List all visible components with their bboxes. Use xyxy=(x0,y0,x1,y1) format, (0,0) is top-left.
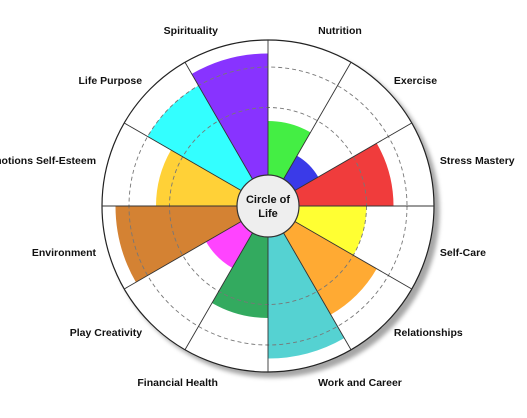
segment-relationships xyxy=(283,221,377,315)
label-spirituality: Spirituality xyxy=(164,25,218,37)
label-relationships: Relationships xyxy=(394,327,463,339)
segments-layer xyxy=(115,53,394,359)
label-self-care: Self-Care xyxy=(440,247,486,259)
label-exercise: Exercise xyxy=(394,75,437,87)
segment-play-creativity xyxy=(206,221,253,268)
center-title-line-1: Circle of xyxy=(246,194,290,206)
segment-financial-health xyxy=(212,232,268,318)
segment-stress-mastery xyxy=(294,143,394,206)
label-emotions-self-esteem: Emotions Self-Esteem xyxy=(0,155,96,167)
label-environment: Environment xyxy=(32,247,97,259)
label-life-purpose: Life Purpose xyxy=(79,75,143,87)
segment-environment xyxy=(115,206,242,283)
spoke-line xyxy=(184,232,253,350)
segment-spirituality xyxy=(191,53,268,180)
center-title-line-2: Life xyxy=(258,208,278,220)
center-hub xyxy=(236,174,300,238)
segment-nutrition xyxy=(268,121,311,180)
segment-self-care xyxy=(294,206,367,256)
segment-work-and-career xyxy=(268,232,345,359)
segment-emotions-self-esteem xyxy=(156,150,242,206)
label-financial-health: Financial Health xyxy=(137,377,218,389)
spoke-line xyxy=(283,232,352,350)
spokes-layer xyxy=(102,40,434,372)
spoke-line xyxy=(124,122,242,191)
label-nutrition: Nutrition xyxy=(318,25,362,37)
spoke-line xyxy=(184,62,253,180)
labels-layer: Nutrition Exercise Stress Mastery Self-Care… xyxy=(0,25,515,389)
label-stress-mastery: Stress Mastery xyxy=(440,155,515,167)
spoke-line xyxy=(294,221,412,290)
spoke-line xyxy=(283,62,352,180)
segment-life-purpose xyxy=(147,85,253,191)
spoke-line xyxy=(124,221,242,290)
label-play-creativity: Play Creativity xyxy=(70,327,143,339)
spoke-line xyxy=(294,122,412,191)
label-work-and-career: Work and Career xyxy=(318,377,402,389)
